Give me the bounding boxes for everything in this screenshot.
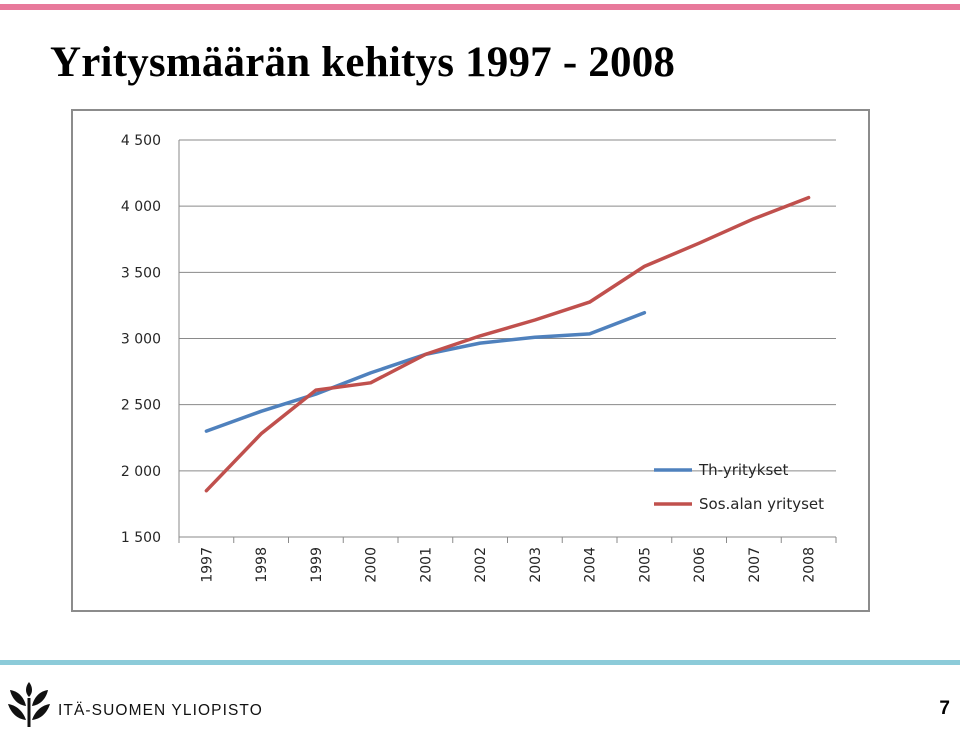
legend-label: Sos.alan yrityset [699, 495, 824, 513]
series-line-1 [204, 310, 647, 433]
y-tick-label: 4 500 [121, 133, 161, 149]
x-tick-label: 1997 [199, 547, 215, 583]
x-tick-label: 2007 [747, 547, 763, 583]
x-tick-label: 2006 [692, 547, 708, 583]
y-tick-label: 2 000 [121, 464, 161, 480]
page-number: 7 [939, 698, 950, 719]
y-tick-label: 1 500 [121, 530, 161, 546]
legend-label: Th-yritykset [698, 461, 789, 479]
university-name: ITÄ-SUOMEN YLIOPISTO [58, 702, 263, 719]
chart-frame: 1 500 2 000 2 500 3 000 3 500 4 000 4 500 1997 1… [71, 109, 870, 612]
x-tick-label: 2001 [418, 547, 434, 583]
y-tick-label: 3 500 [121, 265, 161, 281]
series-line-2 [204, 195, 811, 493]
x-tick-label: 1998 [254, 547, 270, 583]
line-chart: 1 500 2 000 2 500 3 000 3 500 4 000 4 500 1997 1… [121, 133, 837, 583]
y-tick-label: 3 000 [121, 332, 161, 348]
x-tick-label: 2005 [637, 547, 653, 583]
slide-title: Yritysmäärän kehitys 1997 - 2008 [50, 39, 676, 86]
university-logo-icon [8, 682, 50, 727]
x-tick-label: 2008 [802, 547, 818, 583]
x-tick-label: 2003 [528, 547, 544, 583]
axis-layer: 1 500 2 000 2 500 3 000 3 500 4 000 4 500 1997 1… [121, 133, 837, 583]
x-tick-label: 1999 [309, 547, 325, 583]
grid-layer [179, 139, 836, 538]
y-tick-label: 2 500 [121, 398, 161, 414]
y-tick-label: 4 000 [121, 199, 161, 215]
bottom-accent-bar [0, 660, 960, 665]
legend: Th-yritykset Sos.alan yrityset [654, 461, 824, 513]
top-accent-bar [0, 4, 960, 10]
x-tick-label: 2002 [473, 547, 489, 583]
x-tick-label: 2000 [364, 547, 380, 583]
series-layer [204, 195, 811, 493]
x-tick-label: 2004 [583, 547, 599, 583]
